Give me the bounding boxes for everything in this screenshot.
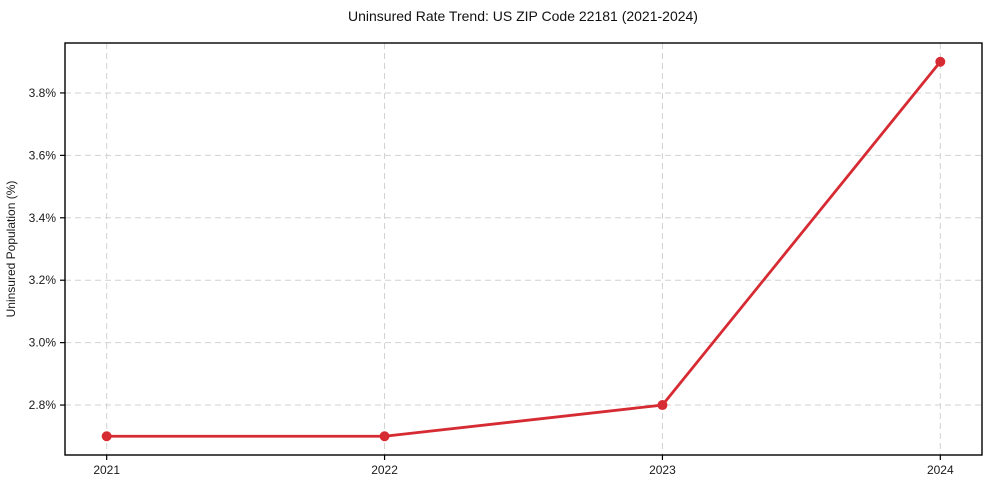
y-tick-label: 3.8% <box>29 86 57 100</box>
y-tick-label: 3.0% <box>29 336 57 350</box>
y-tick-label: 3.6% <box>29 148 57 162</box>
data-point-marker <box>935 56 946 67</box>
x-tick-label: 2023 <box>649 463 676 477</box>
axes-border <box>64 42 983 456</box>
data-point-marker <box>657 400 668 411</box>
x-tick-label: 2022 <box>371 463 398 477</box>
x-tick-label: 2021 <box>93 463 120 477</box>
y-tick-label: 2.8% <box>29 398 57 412</box>
data-point-marker <box>379 431 390 442</box>
x-tick-label: 2024 <box>927 463 954 477</box>
data-point-marker <box>101 431 112 442</box>
plot-area: 2021 2022 2023 2024 2.8% 3.0% 3.2% 3.4% 3.6% 3.8% <box>29 42 983 477</box>
y-axis-label: Uninsured Population (%) <box>4 181 18 318</box>
y-tick-label: 3.2% <box>29 273 57 287</box>
chart-title: Uninsured Rate Trend: US ZIP Code 22181 … <box>348 8 698 24</box>
data-line <box>105 60 942 438</box>
y-tick-label: 3.4% <box>29 211 57 225</box>
